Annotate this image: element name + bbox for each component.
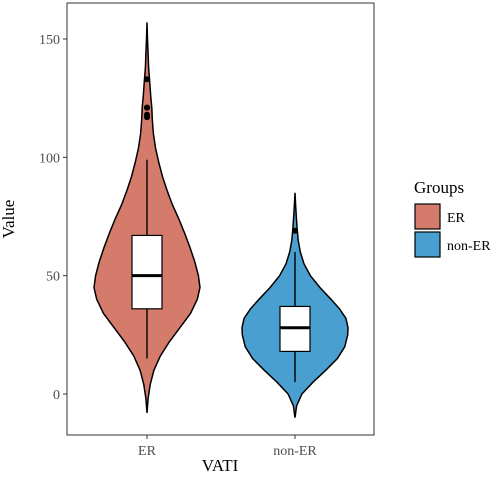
outlier-point bbox=[144, 104, 150, 111]
legend-key bbox=[414, 231, 441, 258]
y-axis-title: Value bbox=[0, 200, 18, 239]
chart-marks bbox=[93, 22, 349, 418]
legend-label: ER bbox=[447, 211, 466, 226]
y-tick-label: 150 bbox=[39, 33, 60, 48]
plot-panel bbox=[66, 2, 375, 436]
y-axis: 0 50 100 150 bbox=[39, 33, 67, 403]
x-tick-label: ER bbox=[138, 444, 157, 459]
y-tick-label: 100 bbox=[39, 151, 60, 166]
y-tick-label: 0 bbox=[53, 388, 60, 403]
outlier-point bbox=[144, 111, 150, 118]
legend: Groups ER non-ER bbox=[414, 178, 491, 258]
box bbox=[131, 234, 163, 310]
violin-group-er bbox=[93, 22, 201, 413]
outlier-point bbox=[144, 76, 150, 83]
outlier-point bbox=[292, 227, 298, 234]
y-tick-label: 50 bbox=[46, 270, 60, 285]
x-axis-title: VATI bbox=[202, 456, 239, 475]
x-tick-label: non-ER bbox=[273, 444, 317, 459]
legend-label: non-ER bbox=[447, 239, 491, 254]
legend-title: Groups bbox=[414, 178, 464, 197]
x-axis: ER non-ER bbox=[138, 435, 317, 459]
legend-key bbox=[414, 203, 441, 230]
violin-group-non-er bbox=[241, 192, 349, 418]
